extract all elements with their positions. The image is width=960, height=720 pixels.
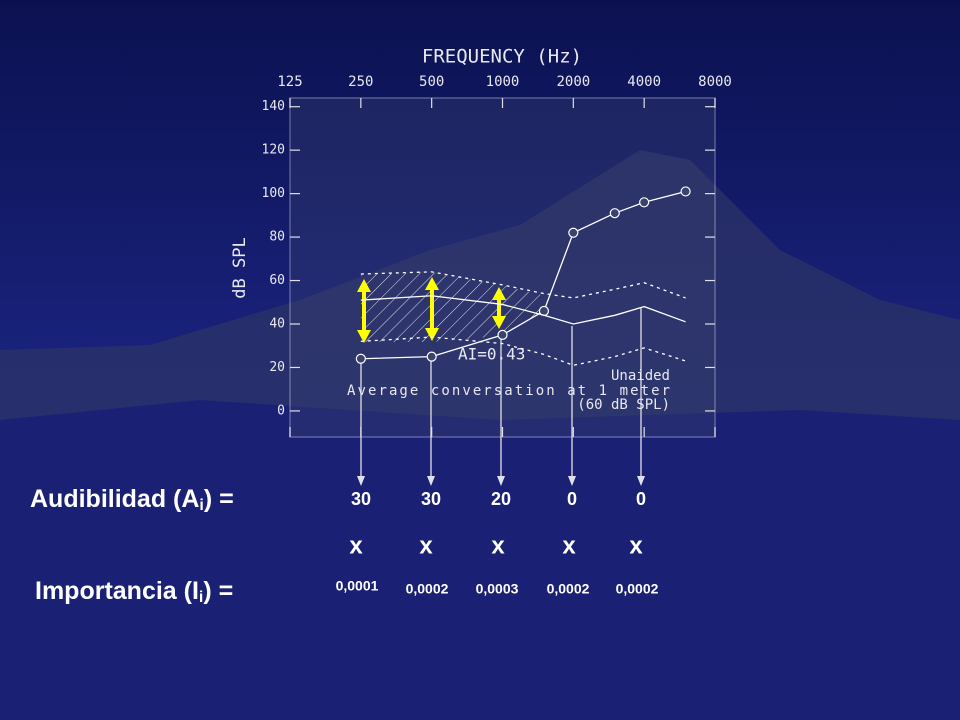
point	[680, 186, 691, 197]
series-line	[360, 190, 686, 360]
y-tick-label: 100	[262, 186, 285, 201]
multiplier: x	[562, 532, 576, 559]
x-tick-label: 4000	[627, 74, 661, 90]
point	[609, 208, 620, 219]
point	[355, 353, 366, 364]
x-tick-label: 8000	[698, 74, 732, 90]
ground	[0, 400, 960, 720]
series-line	[360, 271, 686, 299]
point	[497, 329, 508, 340]
importance-value: 0,0002	[547, 581, 590, 597]
audibility-value: 20	[491, 489, 511, 509]
x-tick-label: 125	[277, 74, 302, 90]
chart-title: FREQUENCY (Hz)	[422, 46, 582, 68]
subscript: i	[199, 497, 203, 514]
annotation: Unaided	[611, 368, 670, 384]
y-tick-label: 60	[269, 273, 285, 288]
x-tick-label: 500	[419, 74, 444, 90]
multiplier: x	[491, 532, 505, 559]
drop-arrows	[360, 308, 642, 482]
subscript: i	[199, 589, 203, 606]
label-text: Audibilidad (A	[30, 485, 199, 513]
series-line	[360, 295, 686, 325]
audibility-arrows	[357, 277, 506, 343]
x-tick-label: 1000	[486, 74, 520, 90]
label-text: Importancia (I	[35, 577, 199, 605]
y-tick-label: 40	[269, 317, 285, 332]
point	[426, 351, 437, 362]
importance-label: Importancia (Ii) =	[35, 577, 233, 607]
audibility-label: Audibilidad (Ai) =	[30, 485, 234, 515]
importance-value: 0,0002	[406, 581, 449, 597]
audibility-value: 30	[351, 489, 371, 509]
multiplier: x	[349, 532, 363, 559]
multiplier: x	[419, 532, 433, 559]
importance-value: 0,0001	[336, 578, 379, 594]
drop-arrowheads	[357, 476, 645, 486]
label-text: ) =	[203, 577, 233, 605]
y-axis-title: dB SPL	[230, 237, 250, 298]
y-tick-label: 140	[262, 99, 285, 114]
point	[639, 197, 650, 208]
audibility-value: 0	[636, 489, 646, 509]
importance-value: 0,0003	[476, 581, 519, 597]
y-tick-label: 20	[269, 360, 285, 375]
multiplier: x	[629, 532, 643, 559]
label-text: ) =	[204, 485, 234, 513]
point	[568, 227, 579, 238]
x-tick-label: 2000	[556, 74, 590, 90]
y-tick-label: 80	[269, 230, 285, 245]
audibility-value: 0	[567, 489, 577, 509]
annotation: Average conversation at 1 meter	[347, 383, 670, 399]
annotation: (60 dB SPL)	[577, 397, 670, 413]
y-tick-label: 0	[277, 403, 285, 418]
audibility-value: 30	[421, 489, 441, 509]
importance-value: 0,0002	[616, 581, 659, 597]
y-tick-label: 120	[262, 143, 285, 158]
ai-annotation: AI=0.43	[458, 345, 525, 364]
x-tick-label: 250	[348, 74, 373, 90]
